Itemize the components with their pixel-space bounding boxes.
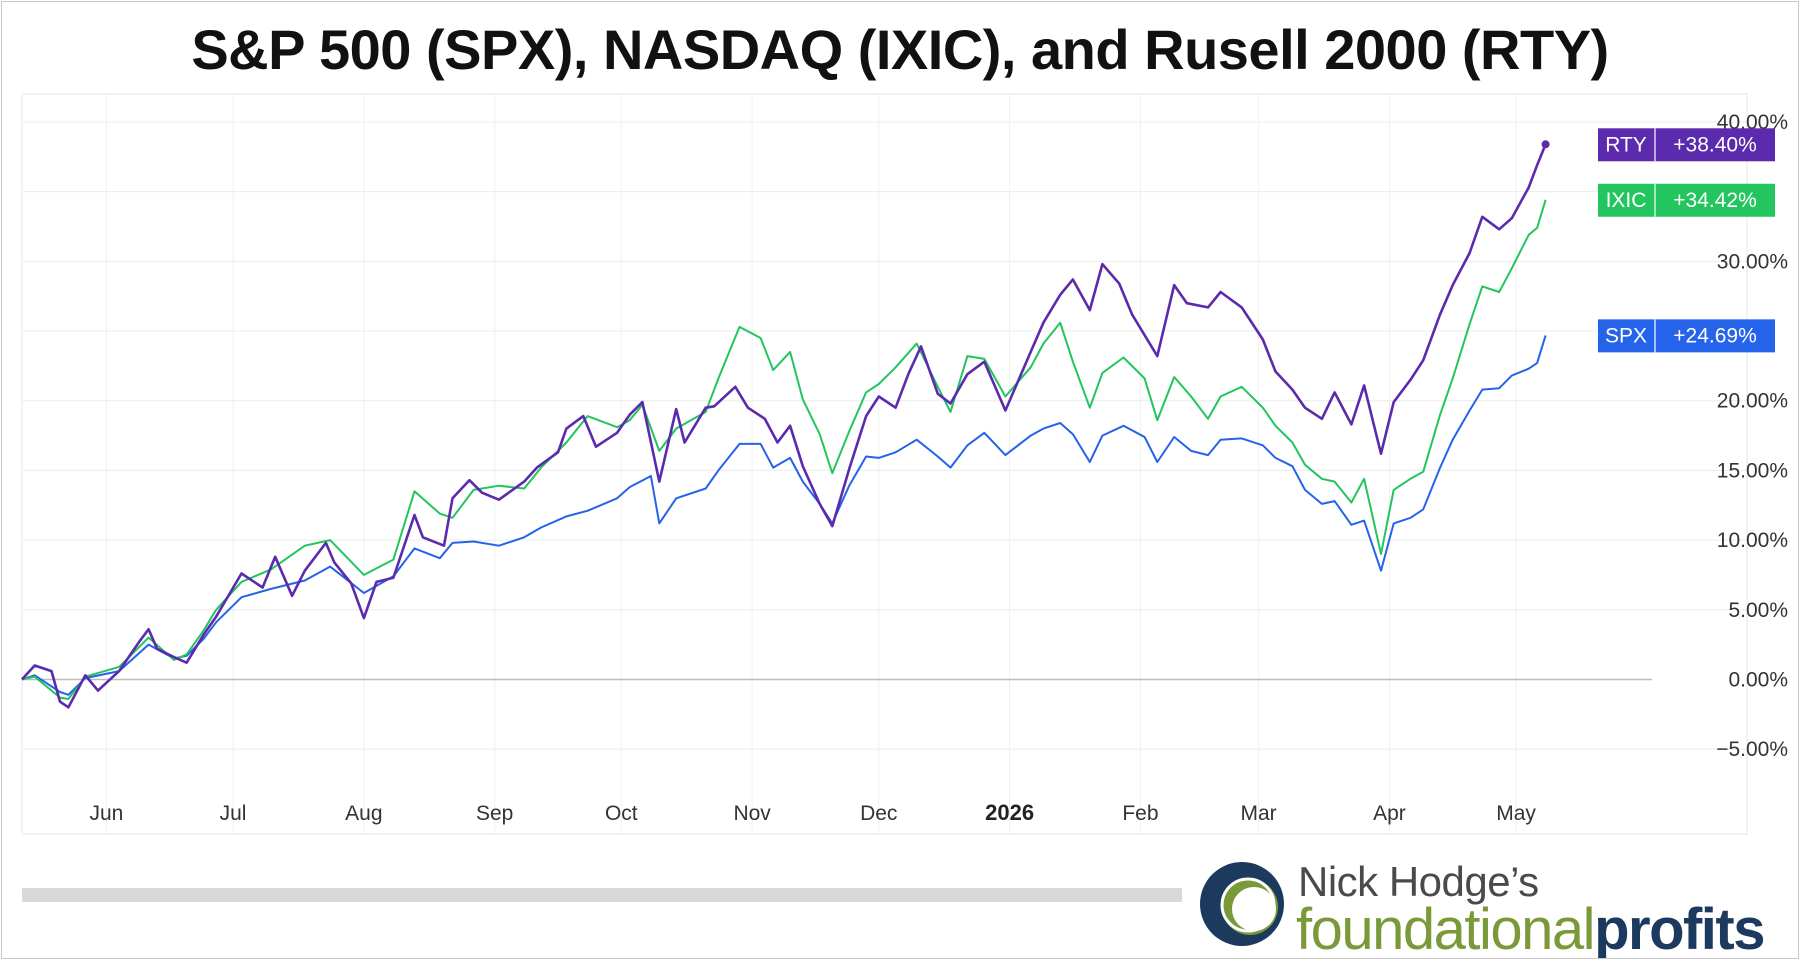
x-tick-label: May [1496, 802, 1536, 825]
series-tag-box [1598, 319, 1775, 353]
x-tick-label: Jul [220, 802, 247, 825]
series-tag-spx: SPX +24.69% [1598, 319, 1775, 353]
series-line-ixic [21, 199, 1547, 700]
y-tick-label: 15.00% [1717, 459, 1788, 482]
y-tick-label: 0.00% [1728, 668, 1788, 691]
series-tag-ixic: IXIC +34.42% [1598, 183, 1775, 217]
series-end-marker-rty [1541, 140, 1550, 149]
series-line-spx [21, 335, 1547, 696]
series-tag-value: +38.40% [1673, 133, 1757, 156]
plot-area [21, 93, 1748, 835]
logo-ring-icon [1200, 862, 1284, 946]
x-axis-ticks: Jun Jul Aug Sep Oct Nov Dec 2026 Feb Mar Apr May [89, 800, 1536, 825]
y-tick-label: −5.00% [1716, 738, 1788, 761]
y-tick-label: 5.00% [1728, 599, 1788, 622]
x-tick-label: Nov [733, 802, 771, 825]
series-tag-rty: RTY +38.40% [1598, 128, 1775, 162]
chart-title: S&P 500 (SPX), NASDAQ (IXIC), and Rusell… [191, 18, 1609, 81]
x-tick-label: 2026 [985, 800, 1034, 825]
y-tick-label: 30.00% [1717, 250, 1788, 273]
series-tag-name: IXIC [1606, 189, 1647, 212]
x-tick-label: Apr [1373, 802, 1406, 825]
x-tick-label: Sep [476, 802, 513, 825]
logo-tagline: Nick Hodge’s [1298, 858, 1539, 905]
series-tag-box [1598, 183, 1775, 217]
x-tick-label: Dec [860, 802, 897, 825]
y-tick-label: 10.00% [1717, 529, 1788, 552]
series-tags: RTY +38.40% IXIC +34.42% SPX +24.69% [1598, 128, 1775, 353]
plot-border [21, 93, 1748, 835]
logo-word-profits: profits [1594, 897, 1765, 959]
logo-word-foundational: foundational [1296, 897, 1596, 959]
series-tag-name: SPX [1605, 324, 1647, 347]
x-tick-label: Mar [1241, 802, 1277, 825]
grid-lines [22, 94, 1747, 834]
series-tag-name: RTY [1605, 133, 1647, 156]
x-tick-label: Feb [1122, 802, 1158, 825]
series-tag-box [1598, 128, 1775, 162]
x-tick-label: Aug [345, 802, 382, 825]
y-tick-label: 40.00% [1717, 111, 1788, 134]
series-tag-value: +24.69% [1673, 324, 1757, 347]
y-tick-label: 20.00% [1717, 390, 1788, 413]
foundational-profits-logo: Nick Hodge’s foundationalprofits [1192, 852, 1792, 958]
series-tag-value: +34.42% [1673, 189, 1757, 212]
series-line-rty [21, 143, 1547, 709]
x-tick-label: Jun [89, 802, 123, 825]
logo-wordmark: foundationalprofits [1296, 896, 1765, 959]
y-axis-ticks: 40.00% 30.00% 20.00% 15.00% 10.00% 5.00% 0.00%… [1716, 111, 1788, 761]
time-scrollbar[interactable] [22, 888, 1182, 902]
series-lines [21, 140, 1550, 709]
x-tick-label: Oct [605, 802, 638, 825]
